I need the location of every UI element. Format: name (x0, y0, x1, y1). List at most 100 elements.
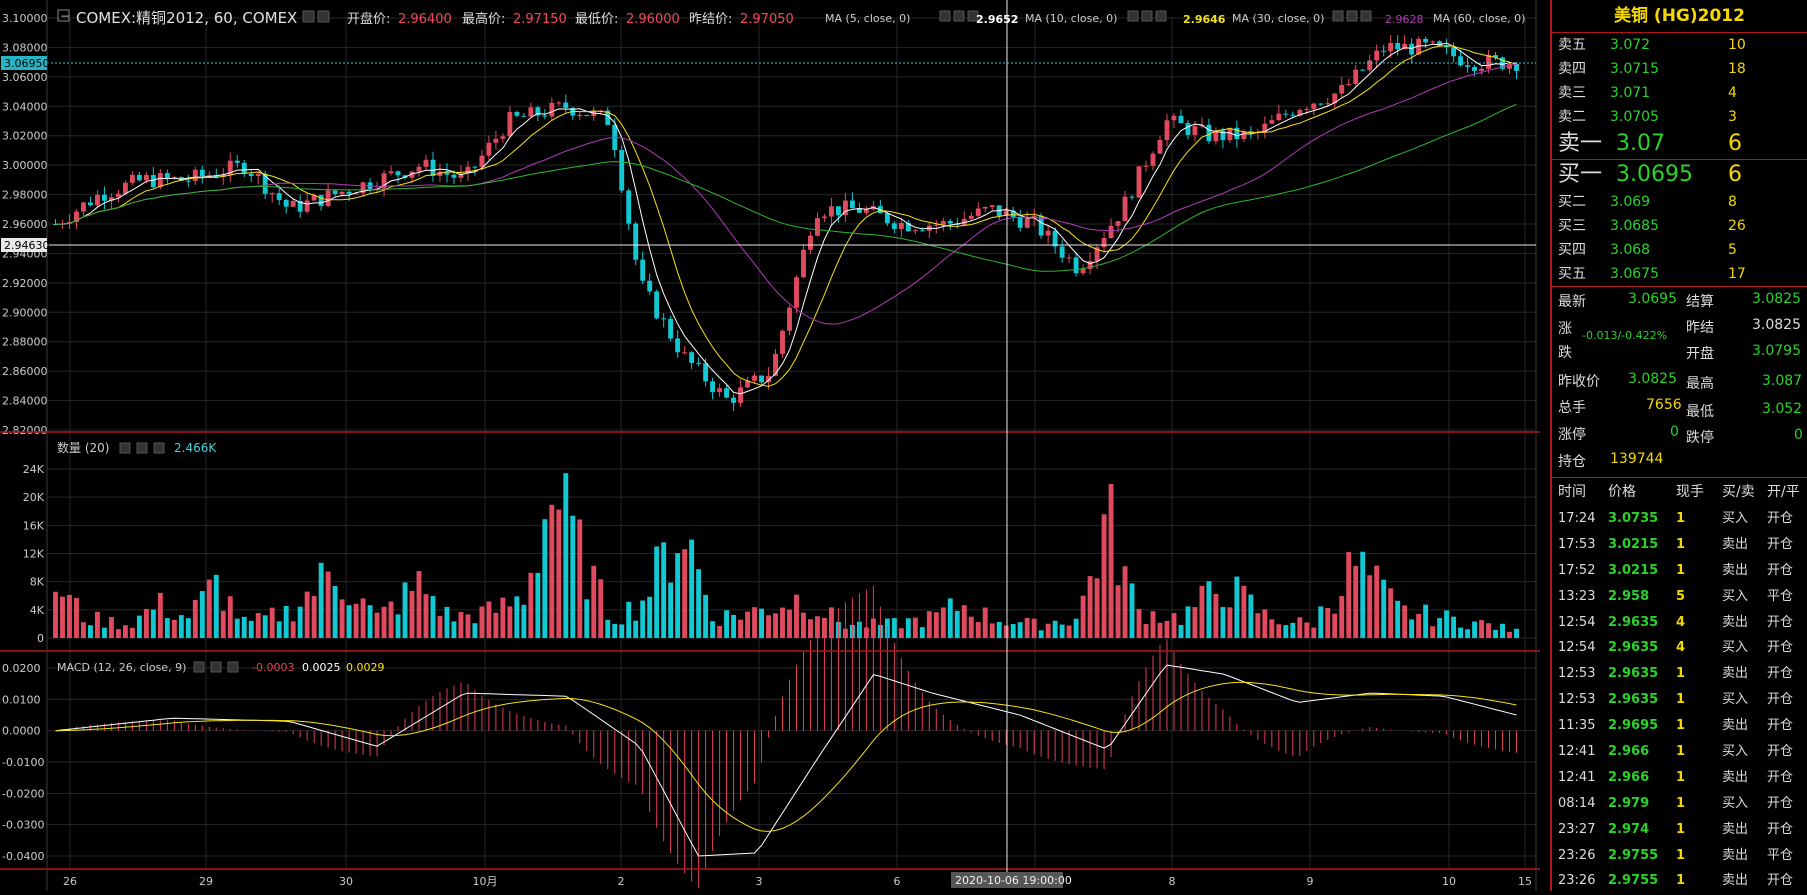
candle (1157, 140, 1163, 154)
trade-time: 12:54 (1558, 640, 1596, 656)
collapse-toggle[interactable] (57, 9, 70, 22)
candle (500, 136, 506, 139)
ask-5-row[interactable]: 卖五 3.072 10 (1552, 33, 1807, 57)
trade-side: 买入 (1722, 511, 1749, 526)
trade-row[interactable]: 11:35 2.9695 1 卖出 开仓 (1552, 713, 1807, 739)
bid-book: 买二 3.069 8 买三 3.0685 26 买四 3.068 5 买五 3.0675 17 (1552, 190, 1807, 286)
candle (143, 175, 149, 181)
volume-bar (388, 601, 394, 638)
candle (766, 375, 771, 383)
macd-line-value: 0.0025 (302, 661, 341, 674)
ma5-settings-icon[interactable] (939, 10, 951, 22)
bid-1-row[interactable]: 买一 3.0695 6 (1552, 160, 1807, 190)
chart-area[interactable]: 3.10000 3.08000 3.06000 3.04000 3.02000 3.000… (0, 0, 1545, 891)
trade-side: 买入 (1722, 795, 1749, 811)
bid-3-row[interactable]: 买三 3.0685 26 (1552, 214, 1807, 238)
trade-row[interactable]: 12:54 2.9635 4 卖出 开仓 (1552, 610, 1807, 636)
trade-side: 卖出 (1722, 718, 1749, 734)
volume-bar (318, 562, 324, 638)
legend-buttons[interactable] (302, 10, 330, 23)
volume-bar (661, 542, 667, 638)
candle (1311, 103, 1317, 109)
trade-side: 买入 (1722, 692, 1749, 708)
symbol-title: COMEX:精铜2012, 60, COMEX (76, 9, 297, 27)
trade-row[interactable]: 12:41 2.966 1 卖出 开仓 (1552, 765, 1807, 791)
trade-row[interactable]: 23:26 2.9755 1 卖出 开仓 (1552, 868, 1807, 894)
volume-bar (1486, 623, 1491, 638)
volume-bar (689, 539, 695, 638)
volume-bar (1010, 624, 1016, 638)
volume-bar (696, 569, 702, 638)
candle (856, 208, 862, 213)
moving-average-lines (55, 42, 1517, 395)
volume-bar (1423, 604, 1429, 638)
ma10-close-icon[interactable] (1155, 10, 1167, 22)
trade-row[interactable]: 23:27 2.974 1 卖出 开仓 (1552, 817, 1807, 843)
macd-close-icon[interactable] (227, 661, 239, 673)
ask-3-row[interactable]: 卖三 3.071 4 (1552, 81, 1807, 105)
candle (479, 155, 485, 168)
candle (584, 115, 590, 117)
ma5-hide-icon[interactable] (953, 10, 965, 22)
trade-list[interactable]: 时间 价格 现手 买/卖 开/平 17:24 3.0735 1 买入 开仓 17:53 3.… (1552, 478, 1807, 894)
price-tick: 2.88000 (2, 336, 48, 349)
ask-2-row[interactable]: 卖二 3.0705 3 (1552, 105, 1807, 129)
volume-bar (619, 624, 625, 638)
trade-row[interactable]: 12:53 2.9635 1 买入 开仓 (1552, 687, 1807, 713)
ma10-settings-icon[interactable] (1127, 10, 1139, 22)
trade-time: 23:26 (1558, 847, 1596, 863)
candle (444, 171, 450, 175)
macd-signal-line (55, 681, 1517, 832)
candle (528, 107, 534, 117)
volume-bar (1213, 594, 1219, 638)
macd-hide-icon[interactable] (210, 661, 222, 673)
macd-settings-icon[interactable] (193, 661, 205, 673)
volume-bar (199, 591, 205, 638)
bid-4-row[interactable]: 买四 3.068 5 (1552, 238, 1807, 262)
volume-hide-icon[interactable] (136, 442, 148, 454)
bid-2-row[interactable]: 买二 3.069 8 (1552, 190, 1807, 214)
trade-row[interactable]: 12:53 2.9635 1 卖出 开仓 (1552, 661, 1807, 687)
volume-bar (325, 571, 331, 638)
volume-bar (1143, 623, 1149, 638)
ma30-settings-icon[interactable] (1332, 10, 1344, 22)
trade-row[interactable]: 12:41 2.966 1 买入 开仓 (1552, 739, 1807, 765)
candle (437, 171, 443, 176)
stat-open-value: 3.0795 (1752, 343, 1801, 359)
macd-tick: -0.0400 (2, 850, 44, 863)
col-openclose: 开/平 (1767, 484, 1800, 500)
trade-row[interactable]: 17:53 3.0215 1 卖出 开仓 (1552, 532, 1807, 558)
chart-legend: − COMEX:精铜2012, 60, COMEX 开盘价: 2.96400 最… (57, 9, 794, 27)
ask-1-row[interactable]: 卖一 3.07 6 (1552, 129, 1807, 159)
trade-time: 12:53 (1558, 692, 1596, 708)
trade-row[interactable]: 08:14 2.979 1 买入 开仓 (1552, 791, 1807, 817)
trade-row[interactable]: 12:54 2.9635 4 买入 开仓 (1552, 635, 1807, 661)
trade-row[interactable]: 17:24 3.0735 1 买入 开仓 (1552, 506, 1807, 532)
volume-bar (346, 605, 352, 638)
stat-limit-up-value: 0 (1670, 424, 1679, 440)
trade-row[interactable]: 23:26 2.9755 1 卖出 平仓 (1552, 843, 1807, 869)
chart-canvas[interactable]: 3.10000 3.08000 3.06000 3.04000 3.02000 3.000… (0, 0, 1545, 891)
settings-icon[interactable] (302, 10, 315, 23)
ma10-hide-icon[interactable] (1141, 10, 1153, 22)
ask-4-row[interactable]: 卖四 3.0715 18 (1552, 57, 1807, 81)
candle (898, 222, 904, 229)
trade-qty: 1 (1676, 536, 1686, 552)
open-value: 2.96400 (398, 12, 452, 27)
volume-bar (1136, 609, 1142, 638)
candle (780, 330, 785, 354)
time-tick: 6 (894, 875, 901, 888)
trade-row[interactable]: 13:23 2.958 5 买入 平仓 (1552, 584, 1807, 610)
trade-qty: 1 (1676, 821, 1686, 837)
trade-side: 卖出 (1722, 666, 1749, 682)
volume-bar (738, 619, 744, 638)
bid-5-row[interactable]: 买五 3.0675 17 (1552, 262, 1807, 286)
ma5-close-icon[interactable] (967, 10, 979, 22)
trade-row[interactable]: 17:52 3.0215 1 卖出 开仓 (1552, 558, 1807, 584)
ma30-close-icon[interactable] (1360, 10, 1372, 22)
hide-icon[interactable] (317, 10, 330, 23)
volume-settings-icon[interactable] (119, 442, 131, 454)
volume-close-icon[interactable] (153, 442, 165, 454)
ma30-hide-icon[interactable] (1346, 10, 1358, 22)
trade-price: 2.9695 (1608, 718, 1659, 734)
